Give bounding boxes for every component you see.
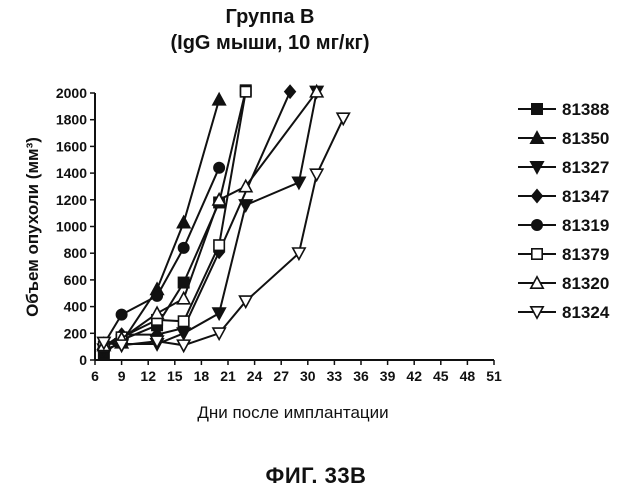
legend-marker xyxy=(532,104,542,114)
y-tick-label: 400 xyxy=(64,299,88,315)
x-tick-label: 39 xyxy=(380,368,396,384)
y-tick-label: 1200 xyxy=(56,192,87,208)
y-tick-label: 1800 xyxy=(56,112,87,128)
legend-item: 81388 xyxy=(518,100,609,119)
legend-item: 81379 xyxy=(518,245,609,264)
data-point xyxy=(214,163,224,173)
legend-item: 81327 xyxy=(518,158,609,177)
data-point xyxy=(214,240,224,250)
legend-label: 81347 xyxy=(562,187,609,206)
legend-marker xyxy=(532,190,542,202)
data-point xyxy=(152,291,162,301)
x-tick-label: 42 xyxy=(406,368,422,384)
y-tick-label: 0 xyxy=(79,352,87,368)
data-point xyxy=(241,86,251,96)
x-axis-title: Дни после имплантации xyxy=(197,403,388,422)
x-tick-label: 36 xyxy=(353,368,369,384)
chart-canvas: 6 9 12 15 18 21 24 27 30 33 36 39 42 45 48 51 0 200 400 600… xyxy=(0,0,632,450)
x-tick-label: 18 xyxy=(194,368,210,384)
legend-item: 81319 xyxy=(518,216,609,235)
data-point xyxy=(151,307,163,318)
data-point xyxy=(213,93,225,104)
legend-marker xyxy=(532,220,542,230)
y-tick-label: 800 xyxy=(64,245,88,261)
data-point xyxy=(177,292,189,303)
x-tick-label: 48 xyxy=(460,368,476,384)
x-tick-label: 9 xyxy=(118,368,126,384)
legend: 81388 81350 81327 81347 81319 81379 81320 81324 xyxy=(518,100,610,322)
legend-item: 81324 xyxy=(518,303,610,322)
data-point xyxy=(293,177,305,188)
data-point xyxy=(310,169,322,180)
y-tick-label: 1600 xyxy=(56,138,87,154)
x-tick-label: 6 xyxy=(91,368,99,384)
x-tick-label: 12 xyxy=(140,368,156,384)
y-tick-label: 1000 xyxy=(56,219,87,235)
y-tick-label: 200 xyxy=(64,325,88,341)
legend-item: 81347 xyxy=(518,187,609,206)
x-tick-label: 30 xyxy=(300,368,316,384)
x-tick-label: 33 xyxy=(327,368,343,384)
data-point xyxy=(116,309,126,319)
y-tick-label: 600 xyxy=(64,272,88,288)
legend-label: 81350 xyxy=(562,129,609,148)
legend-marker xyxy=(532,249,542,259)
y-tick-label: 1400 xyxy=(56,165,87,181)
y-axis-title: Объем опухоли (мм³) xyxy=(23,137,42,317)
x-tick-label: 21 xyxy=(220,368,236,384)
x-tick-label: 27 xyxy=(273,368,289,384)
series-81324 xyxy=(98,113,350,351)
legend-label: 81388 xyxy=(562,100,609,119)
data-point xyxy=(285,85,295,97)
x-tick-label: 45 xyxy=(433,368,449,384)
figure-caption: ФИГ. 33В xyxy=(0,463,632,489)
x-tick-label: 15 xyxy=(167,368,183,384)
x-tick-label: 24 xyxy=(247,368,263,384)
data-point xyxy=(177,216,189,227)
data-point xyxy=(178,316,188,326)
legend-label: 81324 xyxy=(562,303,610,322)
legend-label: 81379 xyxy=(562,245,609,264)
data-point xyxy=(213,308,225,319)
series-layer xyxy=(98,85,350,358)
data-point xyxy=(337,113,349,124)
x-tick-label: 51 xyxy=(486,368,502,384)
series-81320 xyxy=(98,85,323,350)
y-tick-label: 2000 xyxy=(56,85,87,101)
legend-label: 81319 xyxy=(562,216,609,235)
legend-item: 81320 xyxy=(518,274,609,293)
legend-label: 81320 xyxy=(562,274,609,293)
data-point xyxy=(177,340,189,351)
legend-item: 81350 xyxy=(518,129,609,148)
series-line xyxy=(104,100,219,344)
legend-label: 81327 xyxy=(562,158,609,177)
data-point xyxy=(178,243,188,253)
